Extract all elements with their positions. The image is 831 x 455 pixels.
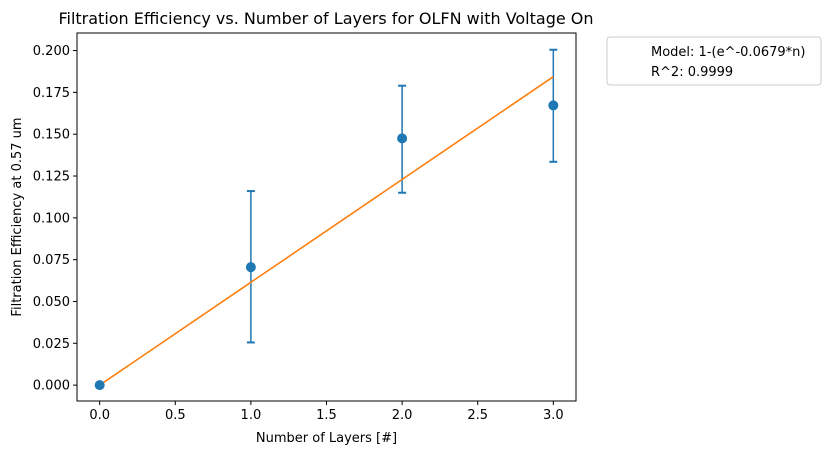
- y-tick-label: 0.000: [33, 379, 70, 394]
- y-tick-label: 0.150: [33, 128, 70, 143]
- x-tick-label: 2.5: [467, 408, 488, 423]
- legend: Model: 1-(e^-0.0679*n) R^2: 0.9999: [606, 36, 822, 86]
- y-tick-label: 0.050: [33, 295, 70, 310]
- y-tick-label: 0.200: [33, 44, 70, 59]
- y-axis-ticks: 0.000 0.025 0.050 0.075 0.100 0.125 0.150 0.175…: [33, 44, 77, 394]
- y-tick-label: 0.125: [33, 170, 70, 185]
- plot-area: [76, 32, 577, 402]
- data-point: [397, 133, 408, 144]
- x-tick-label: 0.5: [165, 408, 186, 423]
- y-tick-label: 0.025: [33, 337, 70, 352]
- series-layer: [94, 48, 559, 391]
- x-tick-label: 3.0: [543, 408, 564, 423]
- data-point: [548, 100, 559, 111]
- data-point: [94, 380, 105, 391]
- x-tick-label: 0.0: [89, 408, 110, 423]
- x-axis-ticks: 0.0 0.5 1.0 1.5 2.0 2.5 3.0: [89, 401, 564, 423]
- legend-entry-model: Model: 1-(e^-0.0679*n): [651, 45, 805, 60]
- x-tick-label: 1.5: [316, 408, 337, 423]
- data-point: [245, 262, 256, 273]
- x-tick-label: 2.0: [392, 408, 413, 423]
- y-tick-label: 0.100: [33, 211, 70, 226]
- legend-entry-r-squared: R^2: 0.9999: [651, 65, 733, 80]
- legend-box: [606, 36, 822, 86]
- x-tick-label: 1.0: [241, 408, 262, 423]
- y-tick-label: 0.175: [33, 86, 70, 101]
- y-tick-label: 0.075: [33, 253, 70, 268]
- x-axis-label: Number of Layers [#]: [256, 431, 397, 446]
- model-fit-line: [99, 75, 554, 386]
- chart-title: Filtration Efficiency vs. Number of Laye…: [58, 9, 593, 28]
- y-axis-label: Filtration Efficiency at 0.57 um: [10, 117, 25, 316]
